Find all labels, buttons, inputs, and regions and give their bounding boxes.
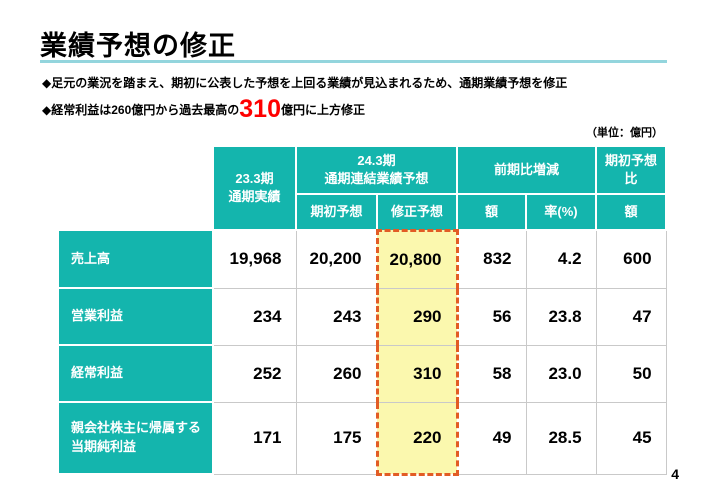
title-underline [40, 60, 667, 63]
page-number: 4 [671, 466, 679, 482]
table-cell: 49 [456, 401, 527, 475]
header-fy24-forecast-group: 24.3期 通期連結業績予想 [294, 145, 459, 195]
bullet-ordinary-profit-prefix: ◆経常利益は260億円から過去最高の [42, 103, 240, 117]
header-fy23-actual: 23.3期 通期実績 [212, 145, 297, 231]
row-label: 経常利益 [57, 344, 214, 403]
table-row-ordinary-profit: 経常利益 252 260 310 58 23.0 50 [57, 344, 667, 403]
table-cell: 50 [595, 344, 667, 403]
row-label: 営業利益 [57, 287, 214, 346]
unit-label: （単位：億円） [586, 127, 663, 139]
row-label: 売上高 [57, 229, 214, 289]
table-cell: 243 [295, 287, 378, 346]
subheader-amount-vs-initial: 額 [595, 193, 668, 231]
table-row-operating-profit: 営業利益 234 243 290 56 23.8 47 [57, 287, 667, 346]
table-cell: 4.2 [525, 229, 597, 289]
bullet-ordinary-profit-suffix: 億円に上方修正 [280, 103, 365, 117]
table-cell: 47 [595, 287, 667, 346]
subheader-rate: 率(%) [525, 193, 598, 231]
table-cell: 171 [212, 401, 297, 475]
table-cell: 260 [295, 344, 378, 403]
table-cell-highlighted: 20,800 [375, 228, 459, 289]
table-cell: 175 [295, 401, 378, 475]
header-row-2: 期初予想 修正予想 額 率(%) 額 [58, 193, 668, 231]
table-cell: 600 [595, 229, 667, 289]
header-row-1: 23.3期 通期実績 24.3期 通期連結業績予想 前期比増減 期初予想 比 [57, 145, 668, 231]
table-corner-cell [57, 145, 214, 231]
row-label: 親会社株主に帰属する 当期純利益 [57, 401, 214, 475]
table-row-net-income: 親会社株主に帰属する 当期純利益 171 175 220 49 28.5 45 [57, 401, 667, 476]
forecast-table: 23.3期 通期実績 24.3期 通期連結業績予想 前期比増減 期初予想 比 期… [57, 145, 668, 476]
header-vs-initial-forecast: 期初予想 比 [595, 145, 668, 195]
subheader-revised-forecast: 修正予想 [375, 193, 459, 231]
table-cell: 20,200 [295, 229, 378, 289]
bullet-ordinary-profit: ◆経常利益は260億円から過去最高の310億円に上方修正 [42, 95, 672, 123]
table-cell-highlighted: 310 [375, 344, 459, 403]
subheader-initial-forecast: 期初予想 [295, 193, 378, 231]
table-cell: 58 [456, 344, 527, 403]
table-cell-highlighted: 220 [375, 401, 459, 476]
highlighted-profit-value: 310 [239, 95, 281, 123]
table-cell: 234 [212, 287, 297, 346]
table-cell: 45 [595, 401, 667, 475]
table-cell: 23.0 [525, 344, 597, 403]
subheader-amount: 額 [456, 193, 528, 231]
table-cell: 832 [456, 229, 527, 289]
table-cell-highlighted: 290 [375, 287, 459, 346]
table-cell: 23.8 [525, 287, 597, 346]
page-title: 業績予想の修正 [40, 31, 236, 61]
table-row-sales: 売上高 19,968 20,200 20,800 832 4.2 600 [57, 228, 667, 289]
table-cell: 252 [212, 344, 297, 403]
bullet-forecast-revision: ◆足元の業況を踏まえ、期初に公表した予想を上回る業績が見込まれるため、通期業績予… [42, 76, 568, 90]
table-cell: 28.5 [525, 401, 597, 475]
header-yoy-change-group: 前期比増減 [456, 145, 598, 195]
table-cell: 56 [456, 287, 527, 346]
table-cell: 19,968 [212, 229, 297, 289]
summary-bullets: ◆足元の業況を踏まえ、期初に公表した予想を上回る業績が見込まれるため、通期業績予… [42, 74, 672, 125]
